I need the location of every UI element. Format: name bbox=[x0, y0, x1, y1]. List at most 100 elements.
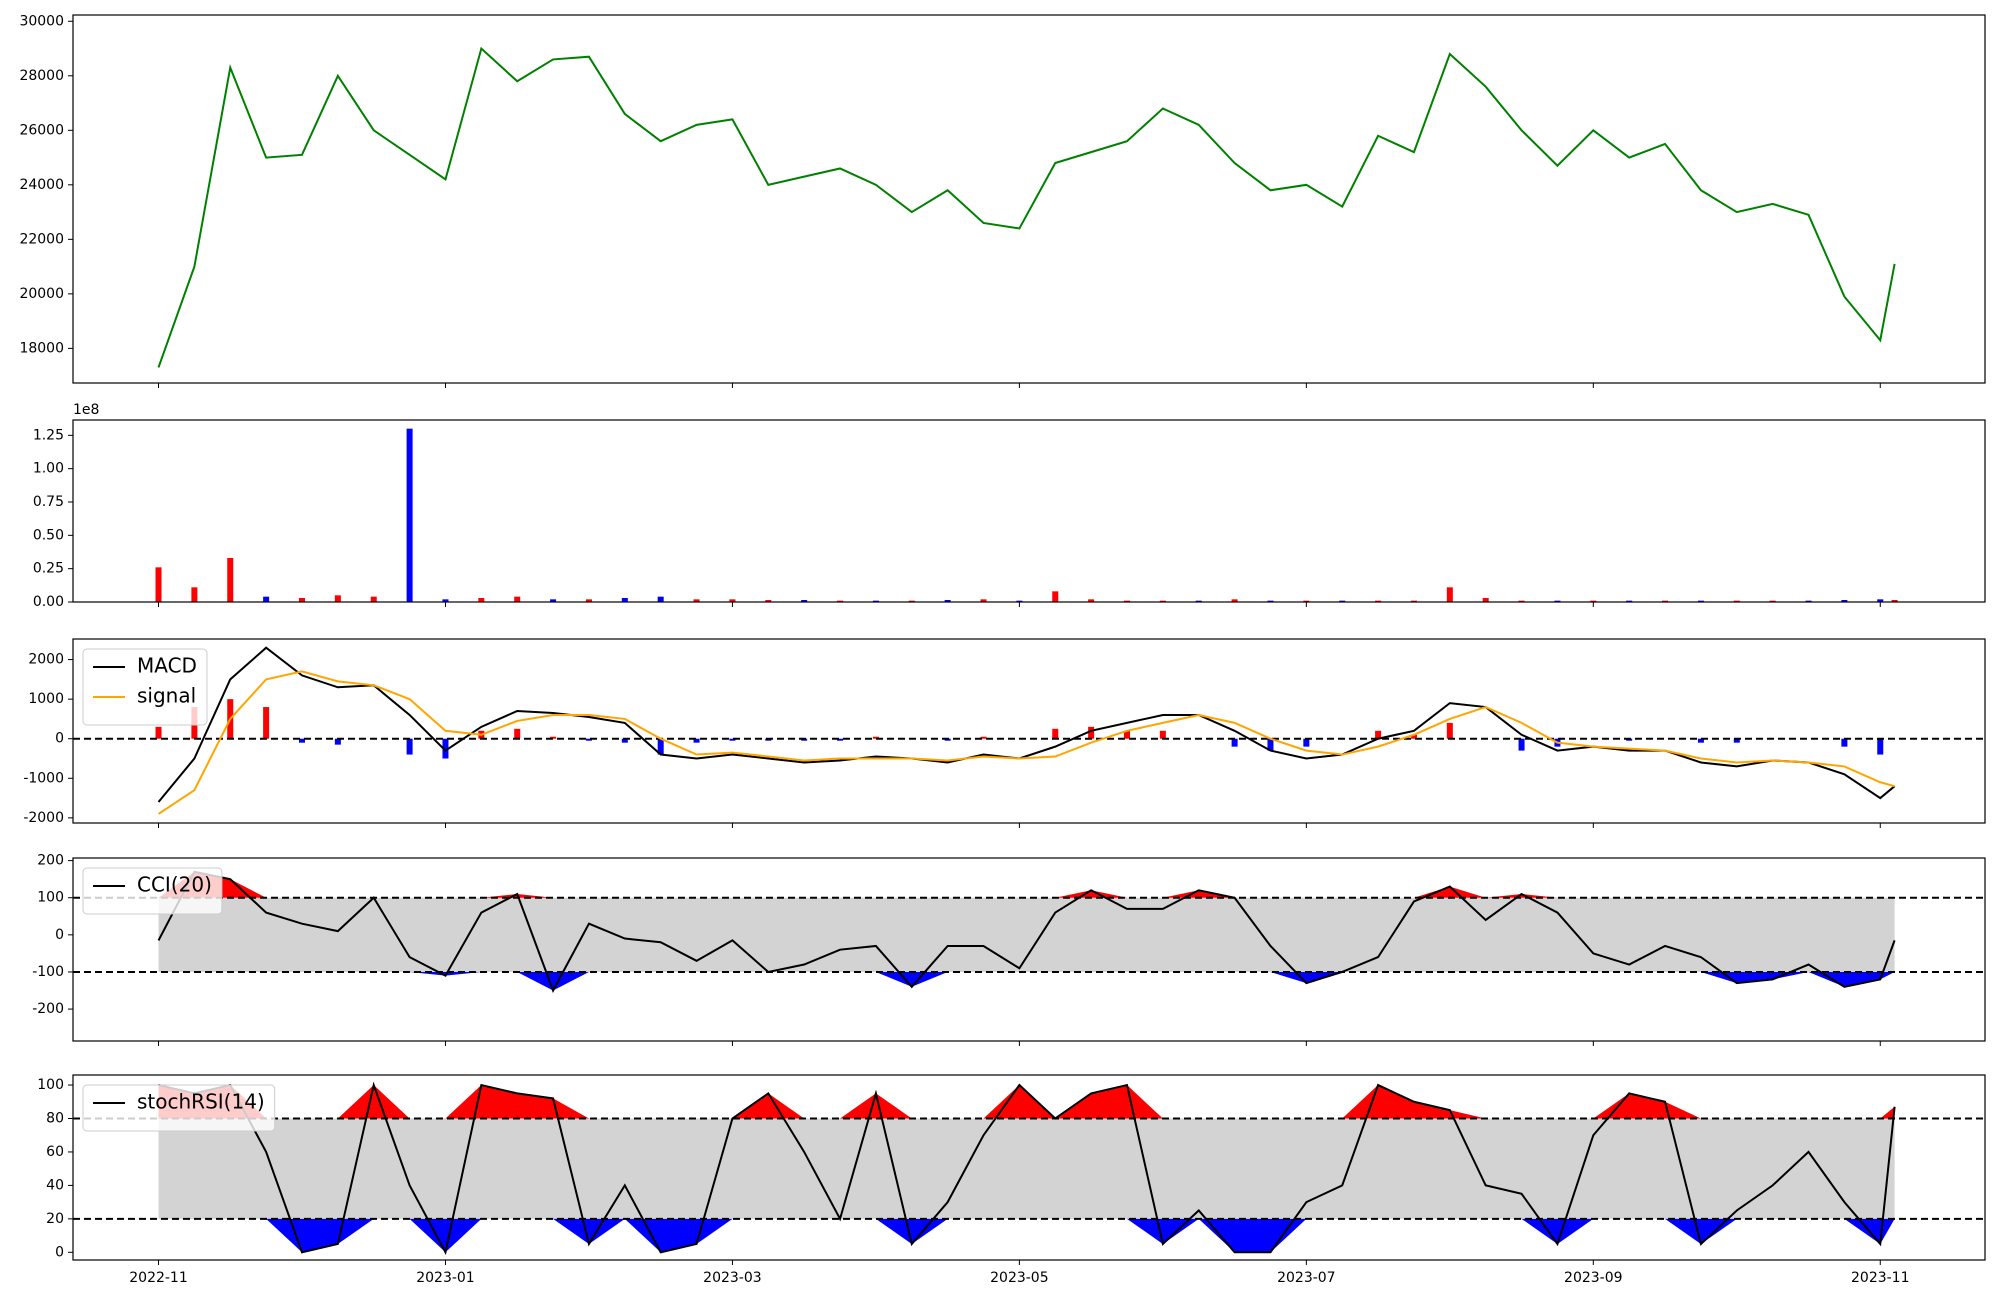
panel: 18000 20000 22000 24000 26000 28000 30000 bbox=[19, 13, 1986, 388]
histogram-bar bbox=[1518, 738, 1525, 751]
volume-bar bbox=[801, 600, 808, 602]
volume-bar bbox=[1626, 600, 1633, 602]
volume-bar bbox=[1088, 599, 1095, 602]
histogram-bar bbox=[837, 738, 844, 741]
legend-box bbox=[82, 867, 223, 915]
axes-frame bbox=[72, 1074, 1986, 1261]
y-tick-label: 18000 bbox=[19, 340, 64, 356]
histogram-bar bbox=[1375, 730, 1382, 739]
y-tick-label: 22000 bbox=[19, 231, 64, 247]
legend: MACD signal bbox=[82, 648, 208, 726]
y-tick-label: 100 bbox=[37, 1077, 64, 1093]
volume-bar bbox=[1339, 600, 1346, 602]
x-tick-label: 2023-11 bbox=[1851, 1270, 1910, 1286]
volume-bar bbox=[1590, 600, 1597, 602]
y-tick-label: 2000 bbox=[28, 652, 64, 668]
histogram-bar bbox=[1303, 738, 1310, 747]
histogram-bar bbox=[334, 738, 341, 745]
histogram-bar bbox=[657, 738, 664, 755]
x-tick-label: 2023-09 bbox=[1564, 1270, 1623, 1286]
histogram-bar bbox=[1410, 734, 1417, 739]
volume-bar bbox=[1769, 600, 1776, 602]
volume-bar bbox=[657, 596, 664, 602]
volume-bar bbox=[334, 595, 341, 602]
axes-frame bbox=[72, 14, 1986, 384]
volume-bar bbox=[1891, 600, 1898, 602]
series-line bbox=[157, 646, 1896, 803]
y-tick-label: 0 bbox=[55, 1244, 64, 1260]
volume-bar bbox=[765, 600, 772, 602]
volume-bar bbox=[1231, 599, 1238, 602]
x-tick-label: 2023-05 bbox=[990, 1270, 1049, 1286]
y-tick-label: 60 bbox=[46, 1144, 64, 1160]
legend-label: stochRSI(14) bbox=[137, 1090, 265, 1114]
panel: 0.00 0.25 0.50 0.75 1.00 1.25 1e8 bbox=[33, 402, 1986, 610]
volume-bar bbox=[1554, 600, 1561, 602]
volume-bar bbox=[1877, 599, 1884, 602]
volume-bar bbox=[1518, 600, 1525, 602]
histogram-bar bbox=[406, 738, 413, 755]
volume-bar bbox=[1159, 600, 1166, 602]
volume-bar bbox=[1267, 600, 1274, 602]
y-tick-label: -2000 bbox=[23, 810, 64, 826]
y-tick-label: 0.25 bbox=[33, 561, 64, 577]
y-tick-label: -1000 bbox=[23, 770, 64, 786]
volume-bar bbox=[837, 600, 844, 602]
volume-bar bbox=[693, 599, 700, 602]
histogram-bar bbox=[442, 738, 449, 759]
volume-bar bbox=[478, 598, 485, 602]
histogram-bar bbox=[550, 736, 557, 739]
series-line bbox=[157, 46, 1896, 368]
histogram-bar bbox=[155, 726, 162, 739]
y-tick-label: 1000 bbox=[28, 691, 64, 707]
histogram-bar bbox=[1231, 738, 1238, 747]
legend: stochRSI(14) bbox=[82, 1084, 276, 1132]
overbought-fill bbox=[158, 871, 1895, 898]
y-tick-label: 28000 bbox=[19, 68, 64, 84]
volume-bar bbox=[621, 598, 628, 602]
volume-bar bbox=[406, 428, 413, 602]
y-tick-label: 0 bbox=[55, 731, 64, 747]
volume-bar bbox=[585, 599, 592, 602]
volume-bar bbox=[1697, 600, 1704, 602]
y-tick-label: 24000 bbox=[19, 177, 64, 193]
volume-bar bbox=[1375, 600, 1382, 602]
histogram-bar bbox=[1733, 738, 1740, 743]
volume-bar bbox=[980, 599, 987, 602]
volume-bar bbox=[1446, 587, 1453, 602]
y-tick-label: 40 bbox=[46, 1177, 64, 1193]
histogram-bar bbox=[298, 738, 305, 743]
y-tick-label: 0.00 bbox=[33, 594, 64, 610]
panel: 0 20 40 60 80 100 2022-11 2023-01 2023-03 2023-05… bbox=[37, 1074, 1986, 1286]
x-tick-label: 2023-03 bbox=[703, 1270, 762, 1286]
histogram-bar bbox=[1877, 738, 1884, 755]
histogram-bar bbox=[693, 738, 700, 743]
volume-bar bbox=[1123, 600, 1130, 602]
volume-bar bbox=[1303, 600, 1310, 602]
volume-bar bbox=[1016, 600, 1023, 602]
oversold-fill bbox=[158, 1218, 1895, 1253]
y-tick-label: 1.00 bbox=[33, 461, 64, 477]
series-line bbox=[157, 670, 1895, 815]
volume-bar bbox=[442, 599, 449, 602]
series-line bbox=[158, 1081, 1896, 1256]
x-tick-label: 2023-07 bbox=[1277, 1270, 1336, 1286]
y-tick-label: 26000 bbox=[19, 122, 64, 138]
legend-box bbox=[82, 1084, 276, 1132]
volume-bar bbox=[872, 600, 879, 602]
y-tick-label: 100 bbox=[37, 890, 64, 906]
axes-frame bbox=[72, 857, 1986, 1042]
volume-bar bbox=[944, 600, 951, 602]
y-offset-label: 1e8 bbox=[73, 402, 99, 418]
volume-bar bbox=[514, 596, 521, 602]
volume-bar bbox=[298, 598, 305, 602]
volume-bar bbox=[550, 599, 557, 602]
histogram-bar bbox=[621, 738, 628, 743]
volume-bar bbox=[908, 600, 915, 602]
volume-bar bbox=[1841, 600, 1848, 602]
y-tick-label: -200 bbox=[32, 1001, 64, 1017]
y-tick-label: 0 bbox=[55, 927, 64, 943]
legend: CCI(20) bbox=[82, 867, 223, 915]
volume-bar bbox=[1482, 598, 1489, 602]
histogram-bar bbox=[1123, 730, 1130, 739]
